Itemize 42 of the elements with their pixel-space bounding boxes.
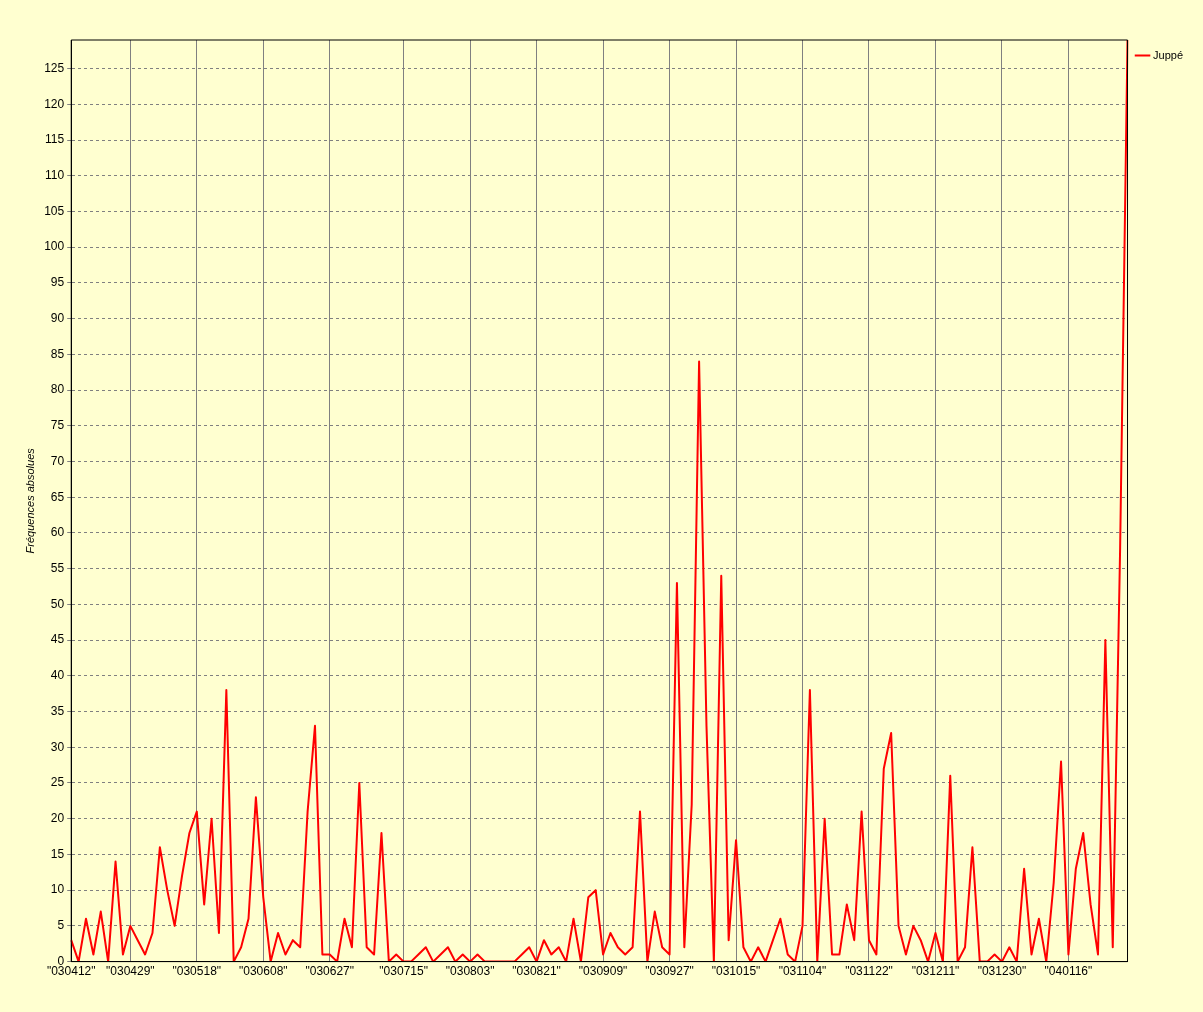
x-tick-label: "030821" xyxy=(512,964,561,979)
x-tick-label: "031104" xyxy=(778,964,827,979)
y-tick-label: 40 xyxy=(50,668,65,683)
y-tick-label: 100 xyxy=(44,239,65,254)
x-tick-label: "030927" xyxy=(645,964,694,979)
y-tick-label: 55 xyxy=(50,560,65,575)
y-tick-label: 90 xyxy=(50,310,65,325)
y-tick-label: 105 xyxy=(44,203,65,218)
x-tick-label: "040116" xyxy=(1044,964,1093,979)
y-tick-label: 10 xyxy=(50,882,65,897)
x-tick-label: "031211" xyxy=(911,964,960,979)
y-tick-label: 120 xyxy=(44,96,65,111)
y-tick-label: 5 xyxy=(57,918,65,933)
y-tick-label: 70 xyxy=(50,453,65,468)
x-tick-label: "031230" xyxy=(977,964,1027,979)
y-tick-label: 30 xyxy=(50,739,65,754)
y-tick-label: 35 xyxy=(50,703,65,718)
x-tick-label: "031122" xyxy=(845,964,893,979)
y-tick-label: 115 xyxy=(45,132,65,147)
y-tick-label: 125 xyxy=(44,60,65,75)
y-tick-label: 60 xyxy=(50,525,65,540)
x-tick-label: "030909" xyxy=(578,964,628,979)
y-tick-label: 80 xyxy=(50,382,65,397)
y-tick-label: 75 xyxy=(50,418,65,433)
x-tick-label: "030803" xyxy=(445,964,495,979)
y-tick-label: 95 xyxy=(50,275,65,290)
y-tick-label: 20 xyxy=(50,811,65,826)
x-tick-label: "031015" xyxy=(711,964,761,979)
y-tick-label: 25 xyxy=(50,775,65,790)
y-tick-label: 45 xyxy=(50,632,65,647)
legend-label: Juppé xyxy=(1153,48,1184,61)
y-tick-label: 15 xyxy=(50,846,65,861)
y-tick-label: 85 xyxy=(50,346,65,361)
y-axis-title: Fréquences absolues xyxy=(23,447,36,554)
y-tick-label: 65 xyxy=(50,489,65,504)
x-tick-label: "030715" xyxy=(379,964,428,979)
x-tick-label: "030429" xyxy=(106,964,155,979)
x-tick-label: "030608" xyxy=(239,964,288,979)
x-tick-label: "030518" xyxy=(172,964,222,979)
y-tick-label: 50 xyxy=(50,596,65,611)
x-tick-label: "030627" xyxy=(305,964,355,979)
y-tick-label: 110 xyxy=(45,168,65,183)
